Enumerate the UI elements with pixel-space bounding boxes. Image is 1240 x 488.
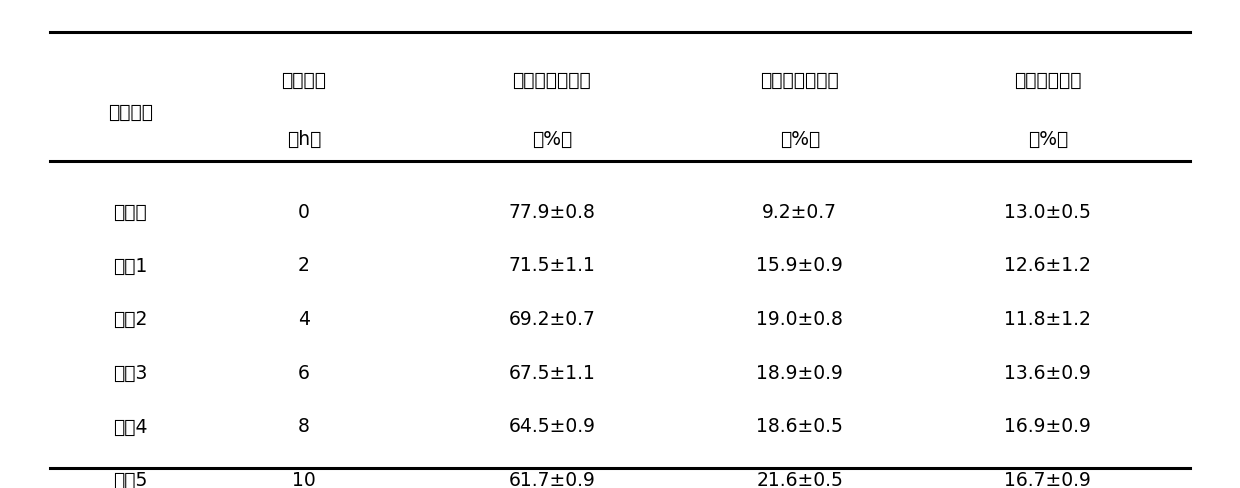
- Text: 快消化淀粉含量: 快消化淀粉含量: [512, 71, 591, 90]
- Text: 方案1: 方案1: [113, 257, 148, 275]
- Text: （%）: （%）: [780, 130, 820, 148]
- Text: 13.0±0.5: 13.0±0.5: [1004, 203, 1091, 222]
- Text: （h）: （h）: [286, 130, 321, 148]
- Text: 改性时间: 改性时间: [281, 71, 326, 90]
- Text: 16.7±0.9: 16.7±0.9: [1004, 471, 1091, 488]
- Text: 18.6±0.5: 18.6±0.5: [756, 418, 843, 436]
- Text: 12.6±1.2: 12.6±1.2: [1004, 257, 1091, 275]
- Text: 方案5: 方案5: [113, 471, 148, 488]
- Text: 2: 2: [298, 257, 310, 275]
- Text: 18.9±0.9: 18.9±0.9: [756, 364, 843, 383]
- Text: 4: 4: [298, 310, 310, 329]
- Text: 69.2±0.7: 69.2±0.7: [508, 310, 595, 329]
- Text: 64.5±0.9: 64.5±0.9: [508, 418, 595, 436]
- Text: 抗性淀粉含量: 抗性淀粉含量: [1014, 71, 1081, 90]
- Text: 67.5±1.1: 67.5±1.1: [508, 364, 595, 383]
- Text: 6: 6: [298, 364, 310, 383]
- Text: 77.9±0.8: 77.9±0.8: [508, 203, 595, 222]
- Text: 慢消化淀粉含量: 慢消化淀粉含量: [760, 71, 839, 90]
- Text: 21.6±0.5: 21.6±0.5: [756, 471, 843, 488]
- Text: 测试项目: 测试项目: [108, 103, 153, 122]
- Text: 方案4: 方案4: [113, 418, 148, 436]
- Text: 71.5±1.1: 71.5±1.1: [508, 257, 595, 275]
- Text: 方案3: 方案3: [113, 364, 148, 383]
- Text: 10: 10: [291, 471, 316, 488]
- Text: 11.8±1.2: 11.8±1.2: [1004, 310, 1091, 329]
- Text: （%）: （%）: [532, 130, 572, 148]
- Text: 方案2: 方案2: [113, 310, 148, 329]
- Text: 61.7±0.9: 61.7±0.9: [508, 471, 595, 488]
- Text: 0: 0: [298, 203, 310, 222]
- Text: 8: 8: [298, 418, 310, 436]
- Text: 9.2±0.7: 9.2±0.7: [763, 203, 837, 222]
- Text: （%）: （%）: [1028, 130, 1068, 148]
- Text: 15.9±0.9: 15.9±0.9: [756, 257, 843, 275]
- Text: 13.6±0.9: 13.6±0.9: [1004, 364, 1091, 383]
- Text: 19.0±0.8: 19.0±0.8: [756, 310, 843, 329]
- Text: 对照组: 对照组: [113, 203, 148, 222]
- Text: 16.9±0.9: 16.9±0.9: [1004, 418, 1091, 436]
